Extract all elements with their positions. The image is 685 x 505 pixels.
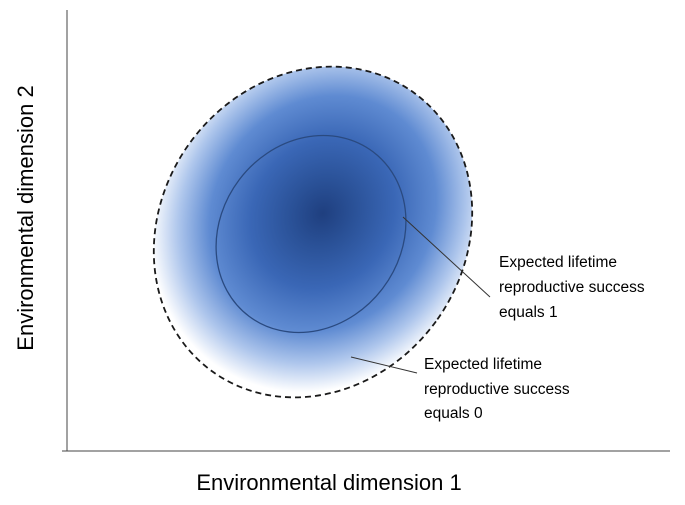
inner-contour [215, 134, 407, 334]
y-axis-label: Environmental dimension 2 [13, 85, 38, 350]
niche-fill [153, 66, 473, 398]
outer-leader-line [350, 356, 418, 374]
outer-annotation: Expected lifetime reproductive success e… [424, 356, 574, 422]
outer-annotation-line-1: Expected lifetime [424, 356, 542, 373]
x-axis-label: Environmental dimension 1 [196, 470, 461, 495]
inner-annotation: Expected lifetime reproductive success e… [499, 254, 649, 321]
outer-annotation-line-2: reproductive success [424, 381, 570, 398]
inner-annotation-line-2: reproductive success [499, 279, 645, 296]
outer-annotation-line-3: equals 0 [424, 405, 483, 422]
inner-annotation-line-1: Expected lifetime [499, 254, 617, 271]
inner-annotation-line-3: equals 1 [499, 304, 558, 321]
inner-leader-line [402, 216, 491, 298]
outer-dashed-contour [152, 65, 474, 399]
